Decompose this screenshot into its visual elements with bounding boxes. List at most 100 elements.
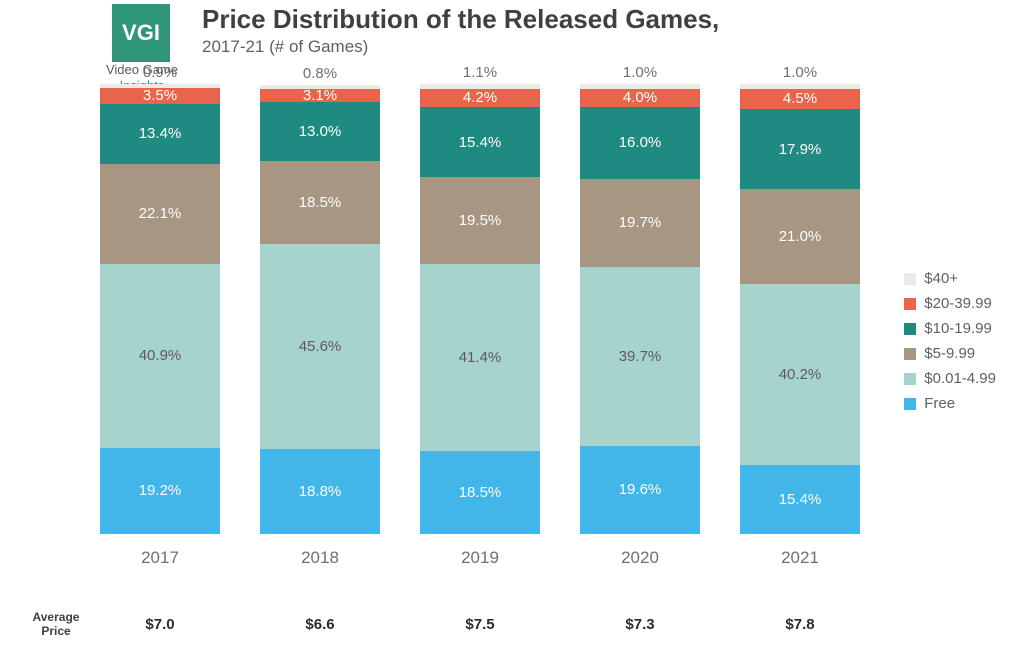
x-axis-label: 2019 bbox=[461, 548, 499, 568]
bar-segment: 3.1% bbox=[260, 89, 380, 103]
bar-segment: 4.2% bbox=[420, 89, 540, 108]
bar-segment: 45.6% bbox=[260, 244, 380, 449]
segment-label: 3.5% bbox=[143, 87, 177, 104]
bar-segment: 4.5% bbox=[740, 89, 860, 109]
legend-swatch-icon bbox=[904, 348, 916, 360]
legend: $40+ $20-39.99 $10-19.99 $5-9.99 $0.01-4.99 F… bbox=[904, 270, 996, 420]
segment-label: 13.4% bbox=[139, 125, 182, 142]
segment-label-above: 1.0% bbox=[740, 64, 860, 81]
x-axis-label: 2021 bbox=[781, 548, 819, 568]
bar-segment: 18.8% bbox=[260, 449, 380, 534]
segment-label: 41.4% bbox=[459, 349, 502, 366]
segment-label-above: 1.1% bbox=[420, 64, 540, 81]
segment-label-above: 0.8% bbox=[260, 65, 380, 82]
average-price-label: Average Price bbox=[20, 610, 92, 639]
legend-item: $0.01-4.99 bbox=[904, 370, 996, 387]
segment-label: 45.6% bbox=[299, 338, 342, 355]
bar-segment: 13.4% bbox=[100, 104, 220, 164]
title-block: Price Distribution of the Released Games… bbox=[202, 4, 719, 57]
stacked-bar: 0.8%3.1%13.0%18.5%45.6%18.8% bbox=[260, 85, 380, 534]
segment-label: 40.2% bbox=[779, 366, 822, 383]
legend-item: Free bbox=[904, 395, 996, 412]
bar-segment: 17.9% bbox=[740, 109, 860, 190]
legend-label: $10-19.99 bbox=[924, 320, 992, 337]
legend-swatch-icon bbox=[904, 373, 916, 385]
bar-segment: 22.1% bbox=[100, 164, 220, 263]
legend-swatch-icon bbox=[904, 273, 916, 285]
segment-label: 18.5% bbox=[459, 484, 502, 501]
average-price-value: $7.3 bbox=[580, 616, 700, 633]
segment-label: 19.7% bbox=[619, 214, 662, 231]
logo-abbr: VGI bbox=[122, 20, 160, 46]
legend-swatch-icon bbox=[904, 323, 916, 335]
bar-segment: 19.7% bbox=[580, 179, 700, 268]
segment-label: 4.0% bbox=[623, 89, 657, 106]
segment-label: 22.1% bbox=[139, 205, 182, 222]
legend-item: $10-19.99 bbox=[904, 320, 996, 337]
legend-item: $40+ bbox=[904, 270, 996, 287]
x-axis-label: 2020 bbox=[621, 548, 659, 568]
segment-label: 19.5% bbox=[459, 212, 502, 229]
bar-segment: 18.5% bbox=[260, 161, 380, 244]
bar-segment: 40.9% bbox=[100, 264, 220, 448]
segment-label-above: 1.0% bbox=[580, 64, 700, 81]
header: VGI Price Distribution of the Released G… bbox=[112, 4, 1004, 62]
x-axis-label: 2017 bbox=[141, 548, 179, 568]
segment-label: 39.7% bbox=[619, 348, 662, 365]
bar-column: 1.0%4.5%17.9%21.0%40.2%15.4%2021 bbox=[740, 84, 860, 568]
segment-label: 18.8% bbox=[299, 483, 342, 500]
segment-label: 19.6% bbox=[619, 481, 662, 498]
bar-segment: 21.0% bbox=[740, 189, 860, 284]
chart-subtitle: 2017-21 (# of Games) bbox=[202, 37, 719, 57]
bar-column: 0.8%3.1%13.0%18.5%45.6%18.8%2018 bbox=[260, 85, 380, 568]
bar-column: 1.0%4.0%16.0%19.7%39.7%19.6%2020 bbox=[580, 84, 700, 568]
stacked-bar: 1.0%4.5%17.9%21.0%40.2%15.4% bbox=[740, 84, 860, 534]
bar-segment: 15.4% bbox=[420, 107, 540, 176]
stacked-bar: 0.9%3.5%13.4%22.1%40.9%19.2% bbox=[100, 84, 220, 534]
bar-segment: 4.0% bbox=[580, 89, 700, 107]
segment-label: 19.2% bbox=[139, 482, 182, 499]
legend-label: $20-39.99 bbox=[924, 295, 992, 312]
legend-label: $0.01-4.99 bbox=[924, 370, 996, 387]
segment-label: 13.0% bbox=[299, 123, 342, 140]
average-price-value: $7.8 bbox=[740, 616, 860, 633]
stacked-bar: 1.1%4.2%15.4%19.5%41.4%18.5% bbox=[420, 84, 540, 534]
segment-label: 15.4% bbox=[459, 134, 502, 151]
legend-swatch-icon bbox=[904, 398, 916, 410]
segment-label: 40.9% bbox=[139, 347, 182, 364]
chart-title: Price Distribution of the Released Games… bbox=[202, 4, 719, 35]
bar-segment: 3.5% bbox=[100, 88, 220, 104]
segment-label: 4.2% bbox=[463, 89, 497, 106]
legend-label: Free bbox=[924, 395, 955, 412]
stacked-bar-chart: 0.9%3.5%13.4%22.1%40.9%19.2%20170.8%3.1%… bbox=[100, 118, 860, 568]
average-price-value: $7.0 bbox=[100, 616, 220, 633]
bar-segment: 19.2% bbox=[100, 448, 220, 534]
segment-label: 17.9% bbox=[779, 141, 822, 158]
bar-segment: 15.4% bbox=[740, 465, 860, 534]
average-price-row: $7.0 $6.6 $7.5 $7.3 $7.8 bbox=[100, 616, 860, 633]
segment-label: 3.1% bbox=[303, 87, 337, 104]
legend-item: $5-9.99 bbox=[904, 345, 996, 362]
bar-column: 1.1%4.2%15.4%19.5%41.4%18.5%2019 bbox=[420, 84, 540, 568]
average-price-value: $7.5 bbox=[420, 616, 540, 633]
bar-segment: 40.2% bbox=[740, 284, 860, 465]
segment-label: 4.5% bbox=[783, 90, 817, 107]
bar-segment: 19.5% bbox=[420, 177, 540, 265]
chart-container: VGI Price Distribution of the Released G… bbox=[0, 0, 1024, 659]
segment-label-above: 0.9% bbox=[100, 64, 220, 81]
segment-label: 21.0% bbox=[779, 228, 822, 245]
legend-swatch-icon bbox=[904, 298, 916, 310]
bar-segment: 18.5% bbox=[420, 451, 540, 534]
stacked-bar: 1.0%4.0%16.0%19.7%39.7%19.6% bbox=[580, 84, 700, 534]
legend-label: $40+ bbox=[924, 270, 958, 287]
bar-segment: 19.6% bbox=[580, 446, 700, 534]
bar-segment: 39.7% bbox=[580, 267, 700, 446]
logo-icon: VGI bbox=[112, 4, 170, 62]
bar-segment: 13.0% bbox=[260, 102, 380, 161]
legend-label: $5-9.99 bbox=[924, 345, 975, 362]
average-price-value: $6.6 bbox=[260, 616, 380, 633]
legend-item: $20-39.99 bbox=[904, 295, 996, 312]
segment-label: 18.5% bbox=[299, 194, 342, 211]
segment-label: 15.4% bbox=[779, 491, 822, 508]
x-axis-label: 2018 bbox=[301, 548, 339, 568]
